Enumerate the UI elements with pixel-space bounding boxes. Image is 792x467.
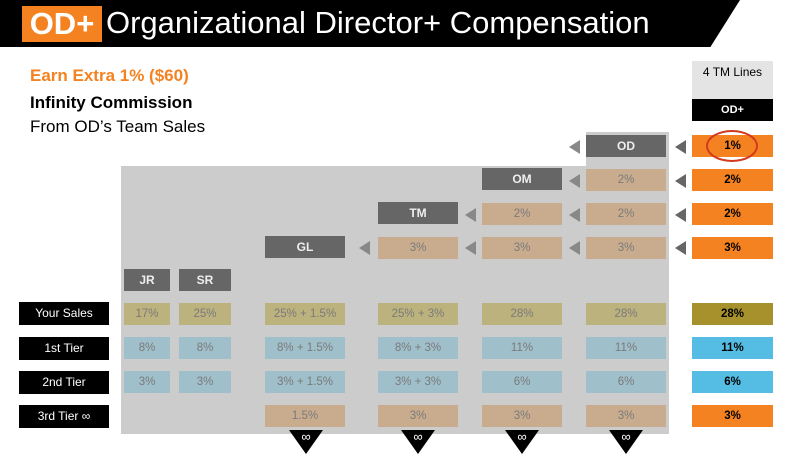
tm-lines-header: 4 TM Lines	[692, 61, 773, 99]
override-od-from-om: 2%	[586, 169, 666, 191]
arrow-left-icon	[569, 241, 580, 255]
rank-od: OD	[586, 135, 666, 157]
rank-tm: TM	[378, 202, 458, 224]
rank-jr: JR	[124, 269, 170, 291]
override-od-from-tm: 2%	[586, 203, 666, 225]
rank-om: OM	[482, 168, 562, 190]
od-plus-line-4: 3%	[692, 237, 773, 259]
tier1-tm: 8% + 3%	[378, 337, 458, 359]
od-plus-header: OD+	[692, 99, 773, 121]
tier2-gl: 3% + 1.5%	[265, 371, 345, 393]
highlight-circle	[706, 130, 758, 162]
earn-extra-heading: Earn Extra 1% ($60)	[30, 66, 189, 85]
od-plus-line-3: 2%	[692, 203, 773, 225]
your-sales-om: 28%	[482, 303, 562, 325]
infinity-down-icon: ∞	[401, 430, 435, 454]
row-label-your-sales: Your Sales	[19, 302, 109, 325]
od-plus-line-2: 2%	[692, 169, 773, 191]
od-plus-tier1: 11%	[692, 337, 773, 359]
logo: OD+	[22, 6, 102, 42]
override-om-from-gl: 3%	[482, 237, 562, 259]
row-label-1st-tier: 1st Tier	[19, 337, 109, 360]
tier2-od: 6%	[586, 371, 666, 393]
tier1-od: 11%	[586, 337, 666, 359]
tier3-tm: 3%	[378, 405, 458, 427]
your-sales-jr: 17%	[124, 303, 170, 325]
tier1-sr: 8%	[179, 337, 231, 359]
override-tm-from-gl: 3%	[378, 237, 458, 259]
your-sales-sr: 25%	[179, 303, 231, 325]
od-plus-your-sales: 28%	[692, 303, 773, 325]
tier3-od: 3%	[586, 405, 666, 427]
tier1-jr: 8%	[124, 337, 170, 359]
tier1-gl: 8% + 1.5%	[265, 337, 345, 359]
override-om-from-tm: 2%	[482, 203, 562, 225]
tier2-om: 6%	[482, 371, 562, 393]
arrow-left-icon	[359, 241, 370, 255]
tier2-tm: 3% + 3%	[378, 371, 458, 393]
tier3-gl: 1.5%	[265, 405, 345, 427]
rank-sr: SR	[179, 269, 231, 291]
tier2-jr: 3%	[124, 371, 170, 393]
row-label-3rd-tier: 3rd Tier ∞	[19, 405, 109, 428]
arrow-left-icon	[675, 174, 686, 188]
row-label-2nd-tier: 2nd Tier	[19, 371, 109, 394]
arrow-left-icon	[569, 140, 580, 154]
your-sales-od: 28%	[586, 303, 666, 325]
your-sales-tm: 25% + 3%	[378, 303, 458, 325]
infinity-commission-heading: Infinity Commission	[30, 93, 193, 112]
team-sales-caption: From OD’s Team Sales	[30, 117, 206, 136]
arrow-left-icon	[569, 208, 580, 222]
your-sales-gl: 25% + 1.5%	[265, 303, 345, 325]
od-plus-tier2: 6%	[692, 371, 773, 393]
arrow-left-icon	[675, 241, 686, 255]
arrow-left-icon	[675, 140, 686, 154]
tier3-om: 3%	[482, 405, 562, 427]
od-plus-tier3: 3%	[692, 405, 773, 427]
infinity-down-icon: ∞	[289, 430, 323, 454]
tier1-om: 11%	[482, 337, 562, 359]
tier2-sr: 3%	[179, 371, 231, 393]
arrow-left-icon	[465, 241, 476, 255]
override-od-from-gl: 3%	[586, 237, 666, 259]
page-title: Organizational Director+ Compensation	[106, 5, 650, 40]
arrow-left-icon	[675, 208, 686, 222]
arrow-left-icon	[465, 208, 476, 222]
infinity-down-icon: ∞	[505, 430, 539, 454]
title-bar	[0, 0, 740, 47]
arrow-left-icon	[569, 174, 580, 188]
infinity-down-icon: ∞	[609, 430, 643, 454]
rank-gl: GL	[265, 236, 345, 258]
